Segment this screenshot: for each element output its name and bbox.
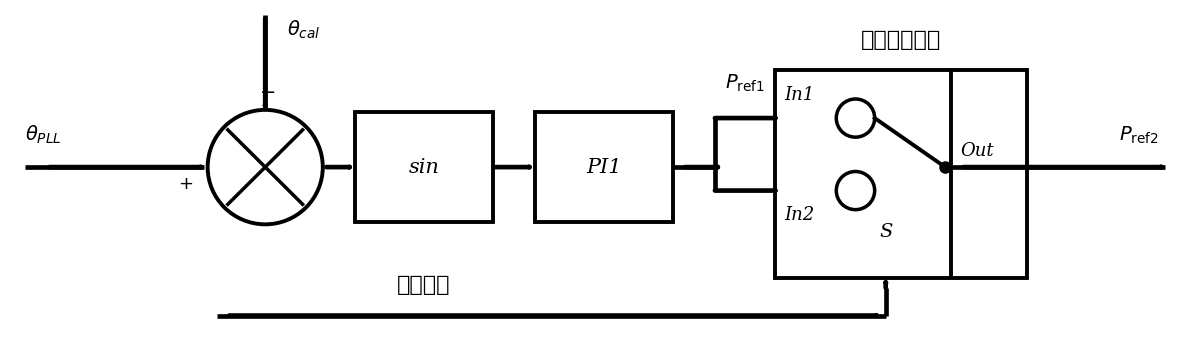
Text: $+$: $+$ (178, 175, 194, 193)
Bar (355, 112, 493, 222)
Text: $\theta_{PLL}$: $\theta_{PLL}$ (25, 124, 63, 147)
Text: $P_{\mathrm{ref2}}$: $P_{\mathrm{ref2}}$ (1119, 125, 1159, 147)
Text: $\theta_{cal}$: $\theta_{cal}$ (287, 19, 320, 41)
Text: S: S (879, 223, 892, 241)
Bar (535, 112, 673, 222)
Text: 控制模式: 控制模式 (397, 275, 451, 295)
Text: Out: Out (960, 142, 994, 160)
Text: In1: In1 (785, 86, 815, 104)
Bar (775, 70, 1027, 278)
Text: In2: In2 (785, 206, 815, 224)
Text: $-$: $-$ (260, 80, 275, 100)
Text: sin: sin (409, 158, 440, 176)
Text: $P_{\mathrm{ref1}}$: $P_{\mathrm{ref1}}$ (725, 73, 764, 94)
Text: PI1: PI1 (587, 158, 621, 176)
Text: 模式选择开关: 模式选择开关 (861, 30, 941, 50)
